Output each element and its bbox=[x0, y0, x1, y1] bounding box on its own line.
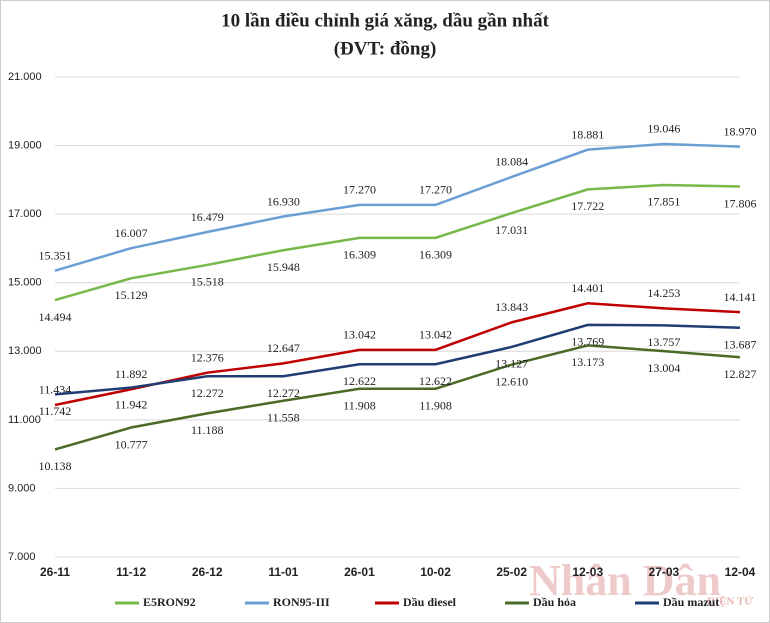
data-label: 17.270 bbox=[419, 183, 452, 197]
data-label: 11.188 bbox=[191, 423, 224, 437]
watermark-sub: ĐIỆN TỬ bbox=[707, 595, 753, 608]
y-tick-label: 21.000 bbox=[8, 71, 42, 83]
x-tick-label: 12-03 bbox=[572, 565, 603, 579]
series-line bbox=[54, 344, 741, 451]
data-label: 16.479 bbox=[191, 210, 224, 224]
data-label: 12.622 bbox=[419, 374, 452, 388]
data-label: 18.084 bbox=[495, 155, 528, 169]
data-label: 12.622 bbox=[343, 374, 376, 388]
legend-label: Dầu hỏa bbox=[533, 595, 576, 609]
x-tick-label: 26-11 bbox=[40, 565, 70, 579]
data-label: 17.031 bbox=[495, 223, 528, 237]
data-label: 14.401 bbox=[571, 281, 604, 295]
data-label: 10.138 bbox=[39, 459, 72, 473]
data-label: 13.757 bbox=[647, 335, 680, 349]
data-label: 15.351 bbox=[39, 248, 72, 262]
data-label: 14.141 bbox=[724, 290, 757, 304]
data-label: 13.173 bbox=[571, 355, 604, 369]
data-label: 11.558 bbox=[267, 410, 300, 424]
x-tick-label: 12-04 bbox=[725, 565, 756, 579]
y-tick-label: 15.000 bbox=[8, 277, 42, 289]
data-label: 12.610 bbox=[495, 374, 528, 388]
data-label: 13.769 bbox=[571, 335, 604, 349]
data-label: 17.722 bbox=[571, 199, 604, 213]
data-label: 10.777 bbox=[115, 437, 148, 451]
data-label: 11.742 bbox=[39, 404, 72, 418]
data-label: 19.046 bbox=[647, 122, 680, 136]
data-label: 12.827 bbox=[724, 367, 757, 381]
data-label: 11.942 bbox=[115, 397, 148, 411]
data-label: 11.892 bbox=[115, 367, 148, 381]
x-tick-label: 11-01 bbox=[268, 565, 298, 579]
data-label: 13.687 bbox=[724, 337, 757, 351]
data-label: 13.042 bbox=[419, 328, 452, 342]
legend-label: RON95-III bbox=[273, 595, 330, 609]
data-label: 18.881 bbox=[571, 127, 604, 141]
data-label: 14.494 bbox=[39, 310, 72, 324]
legend-label: Dầu diesel bbox=[403, 595, 457, 609]
data-label: 12.647 bbox=[267, 341, 300, 355]
series-line bbox=[54, 323, 741, 396]
data-label: 16.309 bbox=[419, 248, 452, 262]
legend-label: Dầu mazut bbox=[663, 595, 719, 609]
legend-label: E5RON92 bbox=[143, 595, 196, 609]
series-line bbox=[54, 142, 741, 272]
data-label: 15.948 bbox=[267, 260, 300, 274]
data-label: 17.270 bbox=[343, 183, 376, 197]
data-label: 12.376 bbox=[191, 350, 224, 364]
data-label: 16.930 bbox=[267, 194, 300, 208]
y-tick-label: 11.000 bbox=[8, 414, 41, 426]
x-tick-label: 26-01 bbox=[344, 565, 375, 579]
data-label: 14.253 bbox=[647, 286, 680, 300]
data-label: 12.272 bbox=[191, 386, 224, 400]
y-tick-label: 17.000 bbox=[8, 208, 42, 220]
chart-title: 10 lần điều chỉnh giá xăng, dầu gần nhất bbox=[221, 10, 550, 31]
chart-subtitle: (ĐVT: đồng) bbox=[334, 38, 437, 59]
x-tick-label: 27-03 bbox=[649, 565, 680, 579]
data-label: 11.908 bbox=[419, 398, 452, 412]
data-label: 13.843 bbox=[495, 300, 528, 314]
data-label: 15.129 bbox=[115, 288, 148, 302]
data-label: 13.127 bbox=[495, 357, 528, 371]
data-label: 11.908 bbox=[343, 398, 376, 412]
data-label: 13.042 bbox=[343, 328, 376, 342]
x-tick-label: 26-12 bbox=[192, 565, 223, 579]
data-label: 15.518 bbox=[191, 275, 224, 289]
data-label: 16.309 bbox=[343, 248, 376, 262]
data-label: 18.970 bbox=[724, 124, 757, 138]
data-label: 12.272 bbox=[267, 386, 300, 400]
watermark: Nhân Dân bbox=[529, 556, 721, 605]
data-label: 16.007 bbox=[115, 226, 148, 240]
data-label: 17.806 bbox=[724, 196, 757, 210]
y-tick-label: 13.000 bbox=[8, 345, 42, 357]
x-tick-label: 25-02 bbox=[496, 565, 527, 579]
x-tick-label: 11-12 bbox=[116, 565, 146, 579]
y-tick-label: 7.000 bbox=[8, 551, 36, 563]
data-label: 17.851 bbox=[647, 195, 680, 209]
series-line bbox=[54, 183, 741, 302]
y-tick-label: 9.000 bbox=[8, 482, 36, 494]
x-tick-label: 10-02 bbox=[420, 565, 451, 579]
y-tick-label: 19.000 bbox=[8, 139, 42, 151]
data-label: 13.004 bbox=[647, 361, 680, 375]
